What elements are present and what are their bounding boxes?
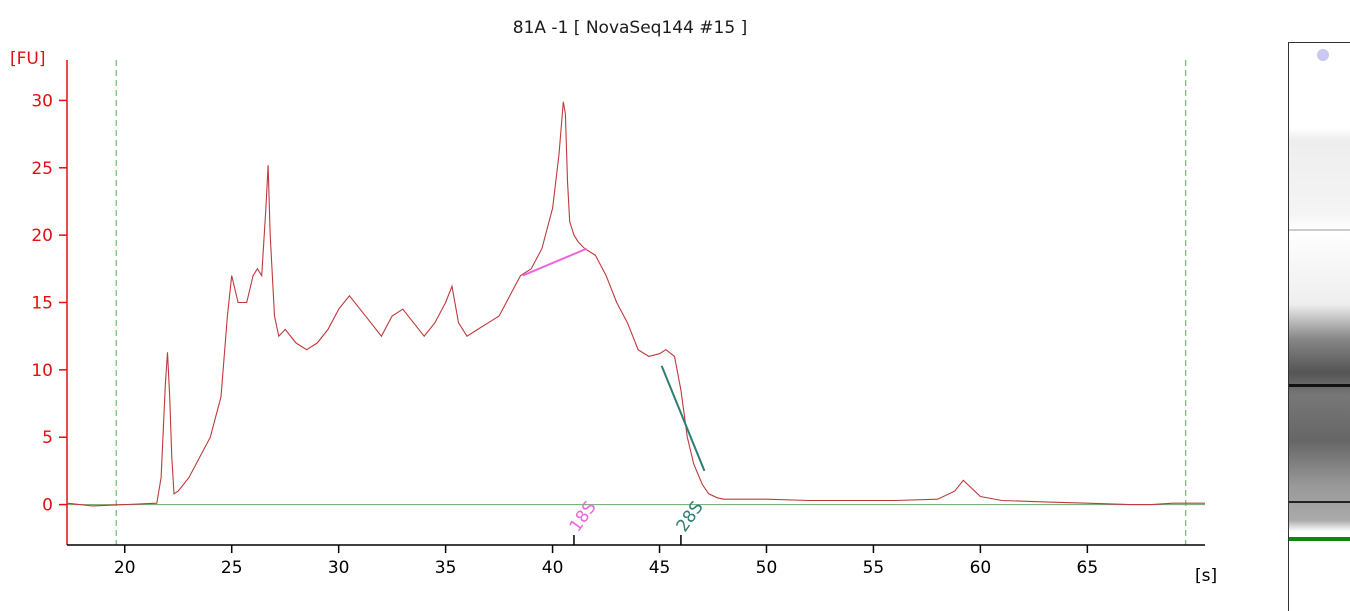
gel-image — [1288, 42, 1350, 611]
peak-baseline-18s — [522, 247, 588, 277]
y-tick-label: 20 — [31, 226, 53, 246]
x-tick-label: 50 — [756, 558, 778, 578]
x-tick-label: 35 — [435, 558, 457, 578]
gel-well-dot — [1317, 49, 1329, 61]
series-line — [66, 101, 1205, 507]
x-tick-label: 40 — [542, 558, 564, 578]
y-tick-label: 30 — [31, 91, 53, 111]
x-tick-label: 30 — [328, 558, 350, 578]
gel-band — [1289, 229, 1350, 231]
peak-label-28s: 28S — [673, 498, 708, 536]
x-tick-label: 20 — [114, 558, 136, 578]
y-tick-label: 0 — [42, 496, 53, 516]
gel-band — [1289, 501, 1350, 503]
x-axis-label: [s] — [1195, 566, 1217, 586]
x-tick-label: 25 — [221, 558, 243, 578]
x-tick-label: 65 — [1077, 558, 1099, 578]
y-tick-label: 5 — [42, 428, 53, 448]
gel-lane-fill — [1289, 43, 1350, 611]
peak-baseline-28s — [660, 365, 706, 472]
gel-lane — [1289, 43, 1350, 611]
gel-marker-band — [1289, 537, 1350, 541]
x-tick-label: 60 — [970, 558, 992, 578]
x-tick-label: 55 — [863, 558, 885, 578]
y-tick-label: 10 — [31, 361, 53, 381]
gel-band — [1289, 384, 1350, 387]
x-tick-label: 45 — [649, 558, 671, 578]
peak-label-18s: 18S — [566, 498, 601, 536]
y-tick-label: 25 — [31, 159, 53, 179]
y-axis-label: [FU] — [10, 49, 46, 69]
y-tick-label: 15 — [31, 294, 53, 314]
chart-title: 81A -1 [ NovaSeq144 #15 ] — [512, 18, 748, 38]
